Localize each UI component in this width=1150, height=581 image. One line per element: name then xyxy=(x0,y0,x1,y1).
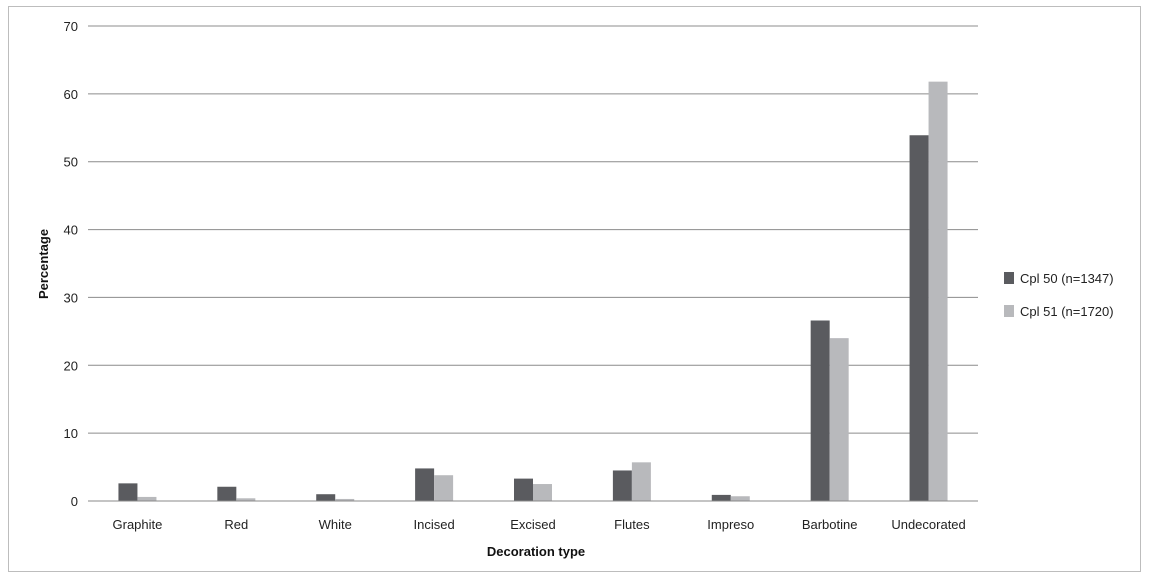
bar-graphite-series-2 xyxy=(137,496,157,501)
bar-white-series-2 xyxy=(335,498,355,501)
bar-flutes-series-1 xyxy=(612,470,632,501)
bar-impreso-series-1 xyxy=(711,494,731,501)
chart-frame xyxy=(8,6,1141,572)
y-tick-label: 20 xyxy=(64,358,78,373)
bar-red-series-2 xyxy=(236,498,256,501)
x-axis-ticks: Graphite Red White Incised Excised Flutes Impr… xyxy=(113,517,966,532)
legend-label: Cpl 51 (n=1720) xyxy=(1020,304,1114,319)
x-tick-label: Red xyxy=(224,517,248,532)
bars xyxy=(118,81,948,502)
y-tick-label: 0 xyxy=(71,494,78,509)
bar-incised-series-1 xyxy=(415,468,435,501)
legend-swatch xyxy=(1004,305,1014,317)
y-tick-label: 50 xyxy=(64,155,78,170)
y-tick-label: 10 xyxy=(64,426,78,441)
bar-incised-series-2 xyxy=(434,475,454,501)
x-axis-title: Decoration type xyxy=(487,544,585,559)
bar-flutes-series-2 xyxy=(631,462,651,501)
bar-barbotine-series-2 xyxy=(829,338,849,501)
bar-graphite-series-1 xyxy=(118,483,138,501)
x-tick-label: Undecorated xyxy=(891,517,965,532)
x-tick-label: Barbotine xyxy=(802,517,858,532)
bar-undecorated-series-1 xyxy=(909,135,929,501)
bar-excised-series-2 xyxy=(533,484,552,501)
y-tick-label: 60 xyxy=(64,87,78,102)
bar-barbotine-series-1 xyxy=(810,320,830,501)
y-tick-label: 70 xyxy=(64,19,78,34)
x-tick-label: Excised xyxy=(510,517,556,532)
bar-red-series-1 xyxy=(217,486,237,501)
x-tick-label: Incised xyxy=(414,517,455,532)
y-tick-label: 40 xyxy=(64,223,78,238)
y-axis-title: Percentage xyxy=(36,229,51,299)
legend-label: Cpl 50 (n=1347) xyxy=(1020,271,1114,286)
bar-white-series-1 xyxy=(316,494,336,501)
bar-excised-series-1 xyxy=(514,478,533,501)
bar-undecorated-series-2 xyxy=(928,81,948,502)
y-axis-ticks: 0 10 20 30 40 50 60 70 xyxy=(64,19,78,509)
x-tick-label: Graphite xyxy=(113,517,163,532)
legend-swatch xyxy=(1004,272,1014,284)
y-tick-label: 30 xyxy=(64,290,78,305)
bar-impreso-series-2 xyxy=(730,496,750,501)
x-tick-label: Flutes xyxy=(614,517,650,532)
legend: Cpl 50 (n=1347) Cpl 51 (n=1720) xyxy=(1004,271,1114,319)
x-tick-label: White xyxy=(319,517,352,532)
x-tick-label: Impreso xyxy=(707,517,754,532)
